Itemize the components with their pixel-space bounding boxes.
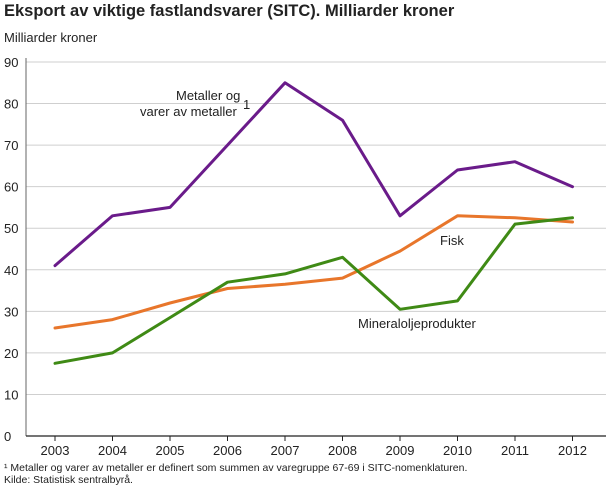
y-tick-label: 20 bbox=[4, 346, 18, 361]
x-tick-label: 2004 bbox=[98, 443, 127, 458]
series-lines bbox=[53, 81, 574, 365]
footnote-block: ¹ Metaller og varer av metaller er defin… bbox=[4, 462, 467, 486]
y-tick-label: 0 bbox=[4, 429, 11, 444]
x-tick-label: 2003 bbox=[41, 443, 70, 458]
y-tick-label: 50 bbox=[4, 221, 18, 236]
x-tick-label: 2010 bbox=[443, 443, 472, 458]
series-label-metaller-line2: varer av metaller bbox=[140, 104, 237, 119]
y-tick-label: 30 bbox=[4, 304, 18, 319]
gridlines bbox=[26, 61, 606, 395]
y-tick-label: 10 bbox=[4, 387, 18, 402]
series-label-mineralolje: Mineraloljeprodukter bbox=[358, 316, 476, 331]
source: Kilde: Statistisk sentralbyrå. bbox=[4, 474, 133, 486]
unit-label: Milliarder kroner bbox=[4, 30, 98, 45]
footnote: ¹ Metaller og varer av metaller er defin… bbox=[4, 462, 468, 474]
x-axis: 2003 2004 2005 2006 2007 2008 2009 2010 2011 2012 bbox=[26, 435, 606, 458]
y-axis: 0 10 20 30 40 50 60 70 80 90 bbox=[4, 55, 27, 444]
y-tick-label: 40 bbox=[4, 263, 18, 278]
x-tick-label: 2009 bbox=[386, 443, 415, 458]
x-tick-label: 2011 bbox=[501, 443, 529, 458]
series-label-fisk: Fisk bbox=[440, 233, 464, 248]
x-tick-label: 2006 bbox=[213, 443, 242, 458]
series-line-metaller bbox=[53, 81, 574, 268]
chart-title: Eksport av viktige fastlandsvarer (SITC)… bbox=[4, 2, 455, 20]
x-tick-label: 2007 bbox=[271, 443, 300, 458]
series-label-metaller-line1: Metaller og bbox=[176, 88, 240, 103]
x-tick-label: 2008 bbox=[328, 443, 357, 458]
y-tick-label: 90 bbox=[4, 55, 18, 70]
x-tick-label: 2012 bbox=[558, 443, 587, 458]
y-tick-label: 70 bbox=[4, 138, 18, 153]
y-tick-label: 60 bbox=[4, 180, 18, 195]
x-tick-label: 2005 bbox=[156, 443, 185, 458]
series-line-fisk bbox=[53, 214, 574, 330]
y-tick-label: 80 bbox=[4, 97, 18, 112]
series-line-mineralolje bbox=[53, 216, 574, 365]
series-label-metaller-footnote-mark: 1 bbox=[243, 97, 250, 112]
